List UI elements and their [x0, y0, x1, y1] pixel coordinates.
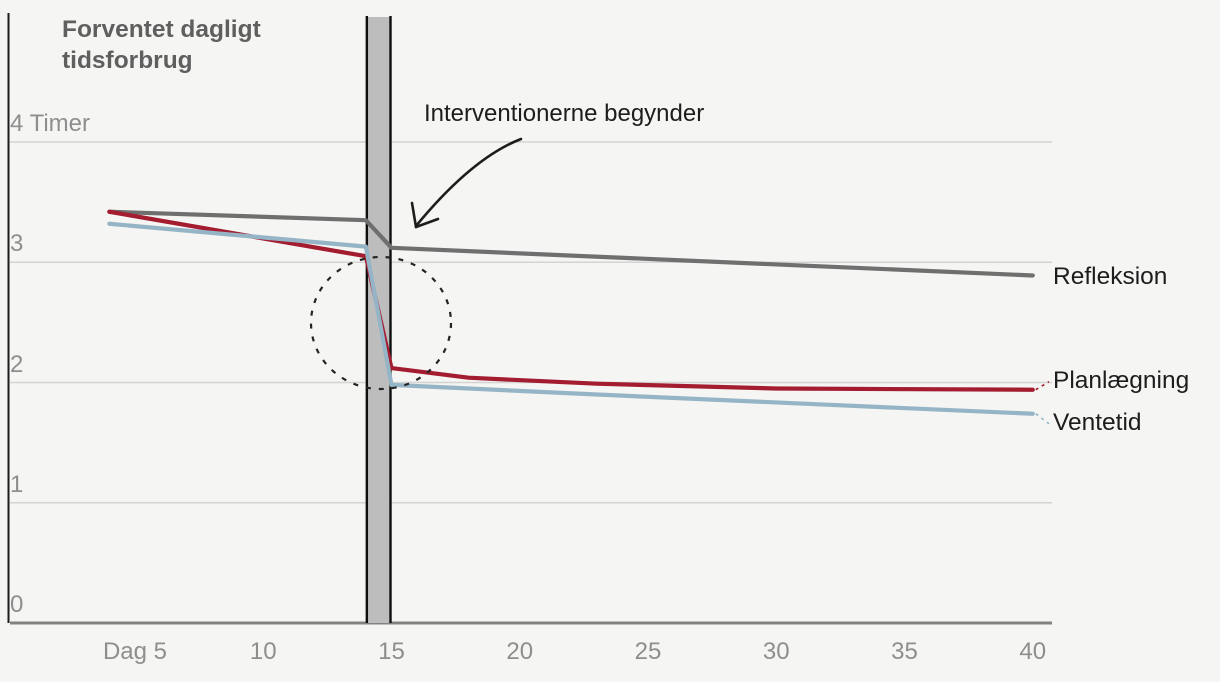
x-tick-label: 10	[249, 638, 277, 665]
y-tick-label: 2	[10, 350, 24, 378]
x-tick-label: 35	[891, 638, 918, 665]
chart-title: Forventet dagligt tidsforbrug	[62, 16, 261, 74]
series-line-ventetid	[107, 221, 1035, 416]
series-label-connector	[1035, 381, 1050, 391]
y-tick-label: 3	[10, 230, 24, 258]
x-tick-label: 25	[634, 638, 662, 665]
series-label-connector	[1035, 413, 1050, 425]
x-tick-label: 30	[762, 638, 790, 665]
series-layer	[107, 209, 1050, 425]
x-tick-label: 15	[378, 638, 405, 665]
annotation-text: Interventionerne begynder	[424, 100, 705, 127]
series-line-planlægning	[107, 209, 1035, 392]
annotation-arrow	[410, 137, 523, 229]
y-tick-label: 0	[10, 591, 24, 618]
y-tick-label: 1	[10, 470, 24, 498]
series-line-refleksion	[107, 209, 1035, 278]
series-label-refleksion: Refleksion	[1053, 262, 1168, 290]
x-tick-label: 40	[1019, 638, 1047, 665]
x-tick-label: Dag 5	[102, 638, 168, 665]
series-label-planlægning: Planlægning	[1053, 366, 1190, 394]
highlight-circle	[309, 255, 453, 391]
x-tick-label: 20	[506, 638, 534, 665]
intervention-band-layer	[365, 16, 392, 623]
series-label-ventetid: Ventetid	[1053, 408, 1142, 436]
y-tick-label: 4 Timer	[10, 110, 91, 137]
